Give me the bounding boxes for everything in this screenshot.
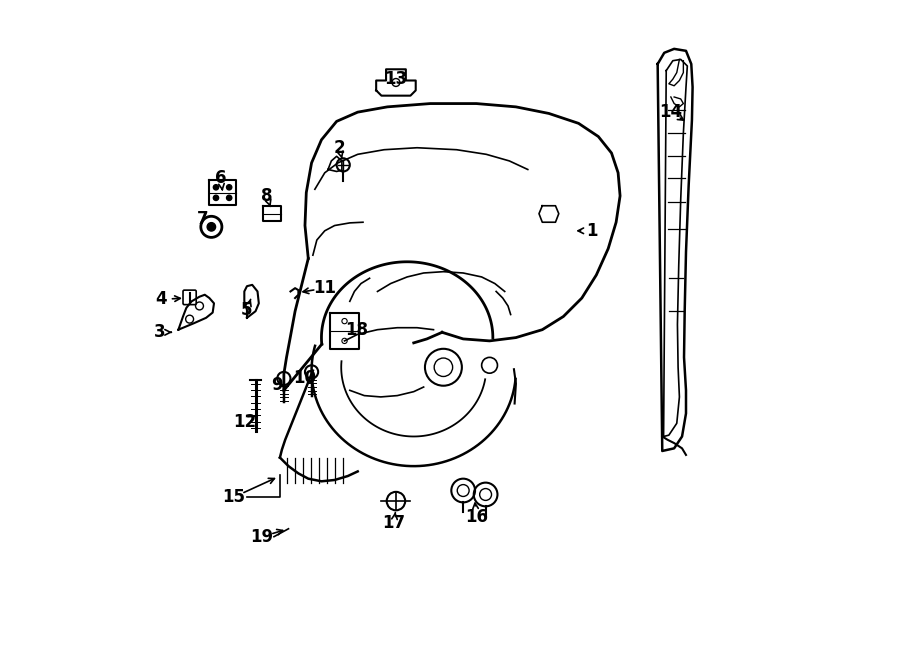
Text: 1: 1 [586, 222, 598, 240]
Text: 4: 4 [156, 291, 167, 308]
Text: 2: 2 [333, 139, 345, 157]
Text: 8: 8 [261, 187, 273, 205]
Text: 9: 9 [272, 376, 284, 394]
Text: 19: 19 [250, 528, 274, 545]
Circle shape [213, 195, 219, 201]
Text: 11: 11 [313, 279, 337, 297]
Circle shape [207, 222, 216, 231]
Text: 17: 17 [382, 514, 406, 532]
Text: 3: 3 [154, 323, 166, 342]
Text: 13: 13 [384, 70, 408, 88]
Text: 5: 5 [241, 301, 253, 319]
Circle shape [213, 185, 219, 190]
Text: 14: 14 [660, 103, 682, 121]
Text: 16: 16 [465, 508, 488, 526]
Text: 10: 10 [293, 369, 317, 387]
Circle shape [227, 185, 232, 190]
Text: 18: 18 [345, 320, 368, 339]
Circle shape [227, 195, 232, 201]
Text: 12: 12 [233, 413, 256, 431]
Text: 15: 15 [222, 488, 246, 506]
FancyBboxPatch shape [183, 290, 196, 305]
Text: 6: 6 [215, 169, 226, 187]
Text: 7: 7 [197, 210, 209, 228]
